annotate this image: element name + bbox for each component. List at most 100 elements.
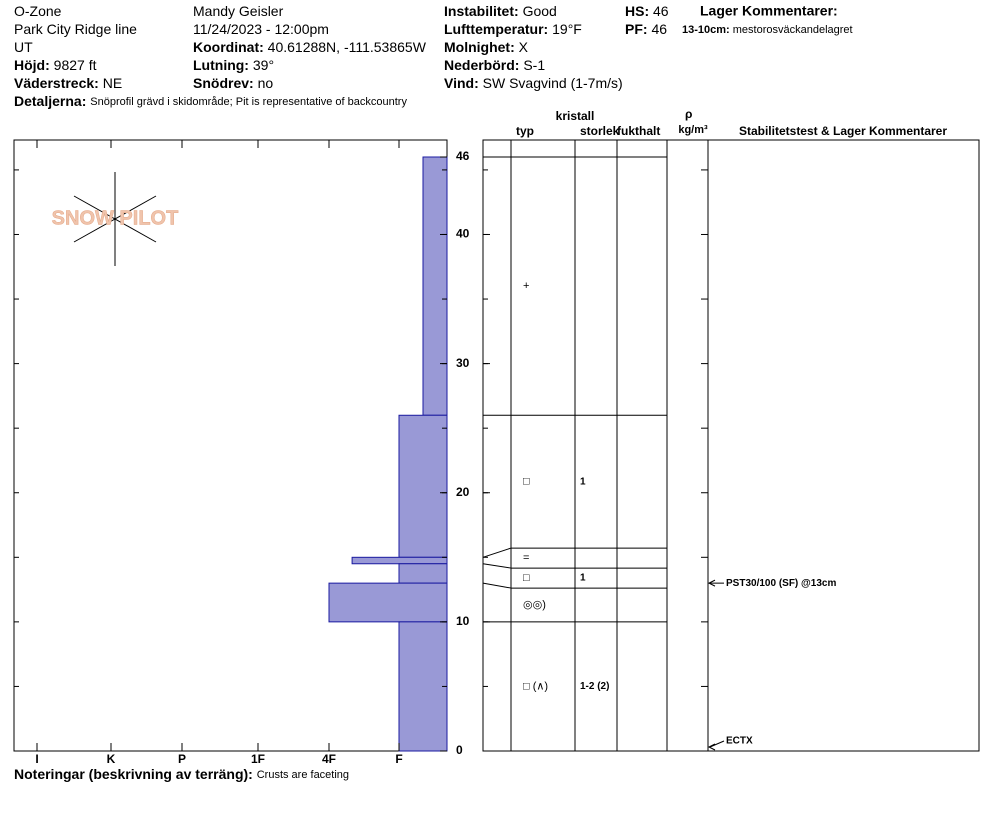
hardness-bar	[398, 563, 448, 584]
test-label: PST30/100 (SF) @13cm	[726, 578, 836, 589]
layer-connector	[482, 563, 512, 569]
field-value: 46	[653, 3, 669, 19]
header-density: kg/m³	[678, 124, 708, 136]
arrow-head	[707, 743, 716, 751]
field-key: PF:	[625, 21, 648, 37]
field-value: S-1	[523, 57, 545, 73]
grain-type: □ (∧)	[523, 680, 548, 692]
header-crystal: kristall	[556, 109, 595, 123]
field-key: Lutning:	[193, 57, 249, 73]
layer-connector	[482, 547, 512, 558]
field-value: 40.61288N, -111.53865W	[268, 39, 427, 55]
details: Detaljerna: Snöprofil grävd i skidområde…	[14, 93, 407, 109]
header-size: storlek	[580, 124, 620, 138]
x-tick-label: K	[107, 752, 116, 766]
header-field: Koordinat: 40.61288N, -111.53865W	[193, 39, 427, 55]
header-type: typ	[516, 124, 534, 138]
field-value: SW Svagvind (1-7m/s)	[483, 75, 623, 91]
field-value: X	[519, 39, 529, 55]
header-field: Nederbörd: S-1	[444, 57, 545, 73]
layer-comments-title: Lager Kommentarer:	[700, 3, 838, 19]
header-stability: Stabilitetstest & Lager Kommentarer	[739, 124, 947, 138]
field-key: Väderstreck:	[14, 75, 99, 91]
field-value: Park City Ridge line	[14, 21, 137, 37]
field-key: Snödrev:	[193, 75, 254, 91]
header-field: Lufttemperatur: 19°F	[444, 21, 582, 37]
y-tick-label: 40	[456, 227, 470, 241]
header-field: Vind: SW Svagvind (1-7m/s)	[444, 75, 623, 91]
field-key: Koordinat:	[193, 39, 264, 55]
field-value: 11/24/2023 - 12:00pm	[193, 21, 329, 37]
field-value: mestorosväckandelagret	[733, 24, 853, 36]
field-key: Vind:	[444, 75, 479, 91]
grain-type: □	[523, 476, 530, 488]
logo-text: SNOW PILOT	[52, 207, 179, 229]
field-key: Detaljerna:	[14, 93, 86, 109]
hardness-bar	[398, 414, 448, 558]
field-value: Good	[523, 3, 557, 19]
header-field: UT	[14, 39, 33, 55]
header-field: Snödrev: no	[193, 75, 273, 91]
header-field: Lutning: 39°	[193, 57, 274, 73]
field-value: 9827 ft	[54, 57, 97, 73]
grain-size: 1-2 (2)	[580, 681, 609, 692]
field-key: Molnighet:	[444, 39, 515, 55]
x-tick-label: P	[178, 752, 186, 766]
header-field: HS: 46	[625, 3, 669, 19]
field-value: 46	[651, 21, 667, 37]
hardness-bar	[398, 621, 448, 752]
field-value: O-Zone	[14, 3, 62, 19]
header-field: 11/24/2023 - 12:00pm	[193, 21, 329, 37]
field-value: 39°	[253, 57, 274, 73]
field-value: Snöprofil grävd i skidområde; Pit is rep…	[90, 96, 407, 108]
field-key: HS:	[625, 3, 649, 19]
x-tick-label: 4F	[322, 752, 336, 766]
field-value: UT	[14, 39, 33, 55]
header-field: O-Zone	[14, 3, 62, 19]
field-key: Höjd:	[14, 57, 50, 73]
layer-connector	[482, 582, 512, 589]
field-value: Mandy Geisler	[193, 3, 284, 19]
hardness-frame	[13, 139, 448, 752]
hardness-bar	[328, 582, 448, 623]
header-field: Molnighet: X	[444, 39, 529, 55]
field-key: Noteringar (beskrivning av terräng):	[14, 766, 253, 782]
y-tick-label: 10	[456, 614, 470, 628]
y-tick-label: 30	[456, 356, 470, 370]
layer-comment: 13-10cm: mestorosväckandelagret	[682, 24, 853, 36]
header-field: Mandy Geisler	[193, 3, 284, 19]
field-value: 19°F	[552, 21, 582, 37]
header-rho: ρ	[685, 107, 692, 121]
header-field: Höjd: 9827 ft	[14, 57, 97, 73]
field-value: Crusts are faceting	[257, 769, 349, 781]
grain-type: ◎◎)	[523, 599, 546, 611]
x-tick-label: F	[395, 752, 402, 766]
logo	[73, 172, 157, 266]
field-key: Lufttemperatur:	[444, 21, 548, 37]
grain-frame	[482, 139, 980, 752]
test-arrow	[709, 740, 725, 748]
header-moisture: fukthalt	[617, 124, 660, 138]
hardness-bar	[422, 156, 448, 416]
grain-type: □	[523, 572, 530, 584]
x-tick-label: I	[35, 752, 38, 766]
header-field: Väderstreck: NE	[14, 75, 122, 91]
y-tick-label: 46	[456, 149, 470, 163]
field-value: no	[258, 75, 274, 91]
x-tick-label: 1F	[251, 752, 265, 766]
header-field: Instabilitet: Good	[444, 3, 557, 19]
header-field: PF: 46	[625, 21, 667, 37]
field-key: Nederbörd:	[444, 57, 519, 73]
arrow-head	[707, 579, 716, 587]
field-key: 13-10cm:	[682, 24, 730, 36]
y-tick-label: 0	[456, 743, 463, 757]
test-label: ECTX	[726, 736, 753, 747]
grain-type: =	[523, 552, 529, 564]
grain-type: +	[523, 280, 529, 292]
hardness-bar	[351, 556, 448, 565]
field-value: NE	[103, 75, 122, 91]
y-tick-label: 20	[456, 485, 470, 499]
header-field: Park City Ridge line	[14, 21, 137, 37]
notes: Noteringar (beskrivning av terräng): Cru…	[14, 766, 349, 782]
